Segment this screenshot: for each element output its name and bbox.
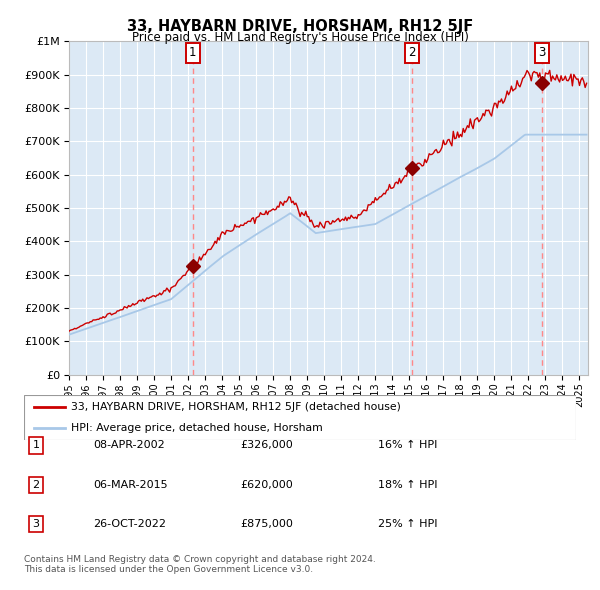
Text: 33, HAYBARN DRIVE, HORSHAM, RH12 5JF: 33, HAYBARN DRIVE, HORSHAM, RH12 5JF	[127, 19, 473, 34]
Text: HPI: Average price, detached house, Horsham: HPI: Average price, detached house, Hors…	[71, 422, 323, 432]
Text: 2: 2	[409, 47, 416, 60]
Text: 06-MAR-2015: 06-MAR-2015	[93, 480, 167, 490]
Text: Price paid vs. HM Land Registry's House Price Index (HPI): Price paid vs. HM Land Registry's House …	[131, 31, 469, 44]
Text: £620,000: £620,000	[240, 480, 293, 490]
Text: 16% ↑ HPI: 16% ↑ HPI	[378, 441, 437, 450]
Text: This data is licensed under the Open Government Licence v3.0.: This data is licensed under the Open Gov…	[24, 565, 313, 574]
Text: 2: 2	[32, 480, 40, 490]
Text: 25% ↑ HPI: 25% ↑ HPI	[378, 519, 437, 529]
Text: 26-OCT-2022: 26-OCT-2022	[93, 519, 166, 529]
Text: £326,000: £326,000	[240, 441, 293, 450]
Text: 08-APR-2002: 08-APR-2002	[93, 441, 165, 450]
Text: 3: 3	[539, 47, 546, 60]
Text: 1: 1	[32, 441, 40, 450]
Text: Contains HM Land Registry data © Crown copyright and database right 2024.: Contains HM Land Registry data © Crown c…	[24, 555, 376, 563]
Text: 33, HAYBARN DRIVE, HORSHAM, RH12 5JF (detached house): 33, HAYBARN DRIVE, HORSHAM, RH12 5JF (de…	[71, 402, 401, 412]
Text: 18% ↑ HPI: 18% ↑ HPI	[378, 480, 437, 490]
Text: £875,000: £875,000	[240, 519, 293, 529]
Text: 1: 1	[189, 47, 196, 60]
Text: 3: 3	[32, 519, 40, 529]
